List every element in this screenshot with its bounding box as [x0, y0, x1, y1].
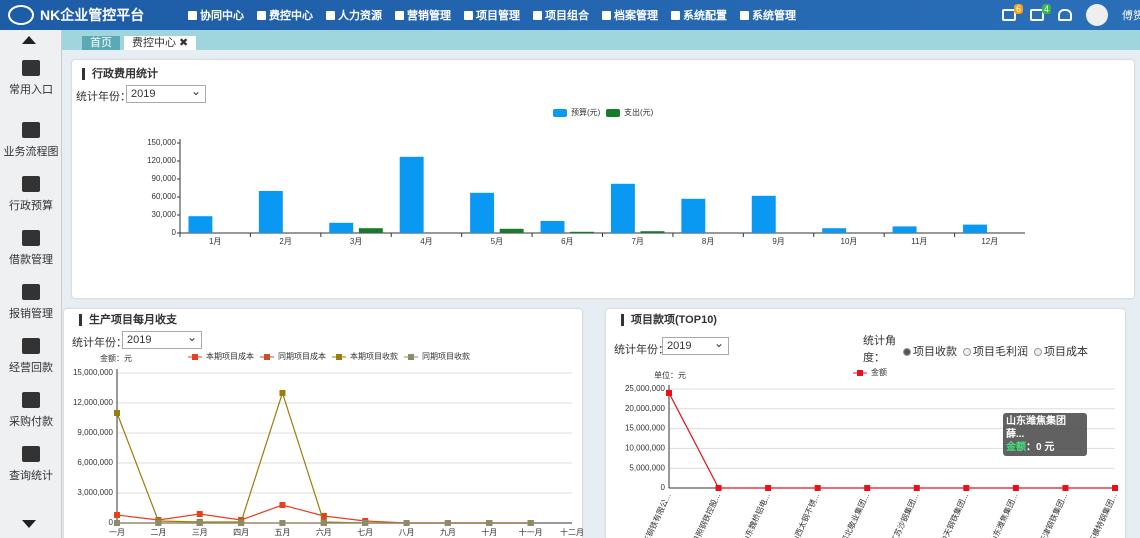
side-label: 借款管理	[9, 254, 53, 266]
side-item[interactable]: 经营回款	[0, 338, 62, 375]
tooltip-value: ：0 元	[1026, 442, 1055, 453]
sidebar: 常用入口业务流程图行政预算借款管理报销管理经营回款采购付款查询统计	[0, 30, 62, 538]
panel-title: 生产项目每月收支	[79, 314, 177, 326]
brand-text: NK企业管控平台	[40, 7, 145, 23]
scroll-down[interactable]	[22, 520, 36, 528]
bell-icon[interactable]	[1058, 9, 1072, 21]
nav-item[interactable]: 项目组合	[533, 7, 589, 23]
angle-options: 项目收款 项目毛利润 项目成本	[897, 343, 1088, 359]
nav-item[interactable]: 人力资源	[326, 7, 382, 23]
scroll-up[interactable]	[22, 36, 36, 44]
side-icon	[22, 338, 40, 354]
radio	[963, 348, 971, 356]
tooltip-title: 山东潍焦集团薛...	[1006, 416, 1066, 440]
side-icon	[22, 60, 40, 76]
radio-label: 项目收款	[913, 346, 957, 358]
year-select[interactable]: 2019	[122, 330, 202, 349]
nav-item[interactable]: 营销管理	[395, 7, 451, 23]
side-label: 查询统计	[9, 470, 53, 482]
filter-label: 统计年份：	[614, 344, 669, 356]
header: NK企业管控平台 协同中心 费控中心 人力资源 营销管理 项目管理 项目组合 档案管理 系统配…	[0, 0, 1140, 30]
nav-item[interactable]: 项目管理	[464, 7, 520, 23]
tooltip-label: 金额	[1006, 442, 1026, 453]
filter-label: 统计年份：	[76, 91, 131, 103]
brand[interactable]: NK企业管控平台	[8, 5, 188, 25]
badge: 6	[1013, 4, 1023, 14]
side-label: 常用入口	[9, 84, 53, 96]
side-label: 经营回款	[9, 362, 53, 374]
nav-item[interactable]: 费控中心	[257, 7, 313, 23]
side-icon	[22, 284, 40, 300]
angle-label: 统计角度：	[863, 335, 896, 364]
panel-title: 项目款项(TOP10)	[621, 314, 717, 326]
nav-item[interactable]: 系统管理	[740, 7, 796, 23]
avatar[interactable]	[1086, 4, 1108, 26]
tab-bar: 首页 费控中心 ✖	[62, 30, 1140, 50]
nav-item[interactable]: 档案管理	[602, 7, 658, 23]
side-label: 采购付款	[9, 416, 53, 428]
nav-item[interactable]: 协同中心	[188, 7, 244, 23]
side-item[interactable]: 借款管理	[0, 230, 62, 267]
year-select[interactable]: 2019	[662, 336, 729, 355]
radio-option[interactable]: 项目收款	[897, 346, 957, 358]
side-item[interactable]: 采购付款	[0, 392, 62, 429]
tab[interactable]: 首页	[82, 36, 120, 50]
logo	[8, 5, 34, 25]
nav-item[interactable]: 系统配置	[671, 7, 727, 23]
mail-icon[interactable]: 4	[1030, 4, 1051, 21]
radio	[903, 348, 911, 356]
filter-label: 统计年份：	[72, 337, 127, 349]
radio-label: 项目成本	[1044, 346, 1088, 358]
tab[interactable]: 费控中心 ✖	[124, 36, 197, 50]
panel	[72, 60, 1134, 298]
radio-option[interactable]: 项目毛利润	[957, 346, 1028, 358]
side-item[interactable]: 业务流程图	[0, 122, 62, 159]
panel-title: 行政费用统计	[82, 68, 158, 80]
side-item[interactable]: 常用入口	[0, 60, 62, 97]
user-name[interactable]: 傅赟	[1122, 10, 1140, 22]
side-item[interactable]: 报销管理	[0, 284, 62, 321]
badge: 4	[1041, 4, 1051, 14]
side-label: 行政预算	[9, 200, 53, 212]
side-icon	[22, 392, 40, 408]
flag-icon[interactable]: 6	[1002, 4, 1023, 21]
radio-label: 项目毛利润	[973, 346, 1028, 358]
tooltip: 山东潍焦集团薛... 金额：0 元	[1003, 413, 1087, 456]
radio	[1034, 348, 1042, 356]
header-right: 6 4 傅赟	[1002, 0, 1140, 30]
year-select[interactable]: 2019	[126, 84, 206, 103]
tab-label: 费控中心	[132, 37, 176, 49]
side-icon	[22, 176, 40, 192]
side-icon	[22, 446, 40, 462]
side-icon	[22, 230, 40, 246]
radio-option[interactable]: 项目成本	[1028, 346, 1088, 358]
side-item[interactable]: 行政预算	[0, 176, 62, 213]
side-label: 报销管理	[9, 308, 53, 320]
nav: 协同中心 费控中心 人力资源 营销管理 项目管理 项目组合 档案管理 系统配置 系统管理	[188, 7, 796, 23]
side-icon	[22, 122, 40, 138]
side-item[interactable]: 查询统计	[0, 446, 62, 483]
side-label: 业务流程图	[3, 146, 59, 158]
